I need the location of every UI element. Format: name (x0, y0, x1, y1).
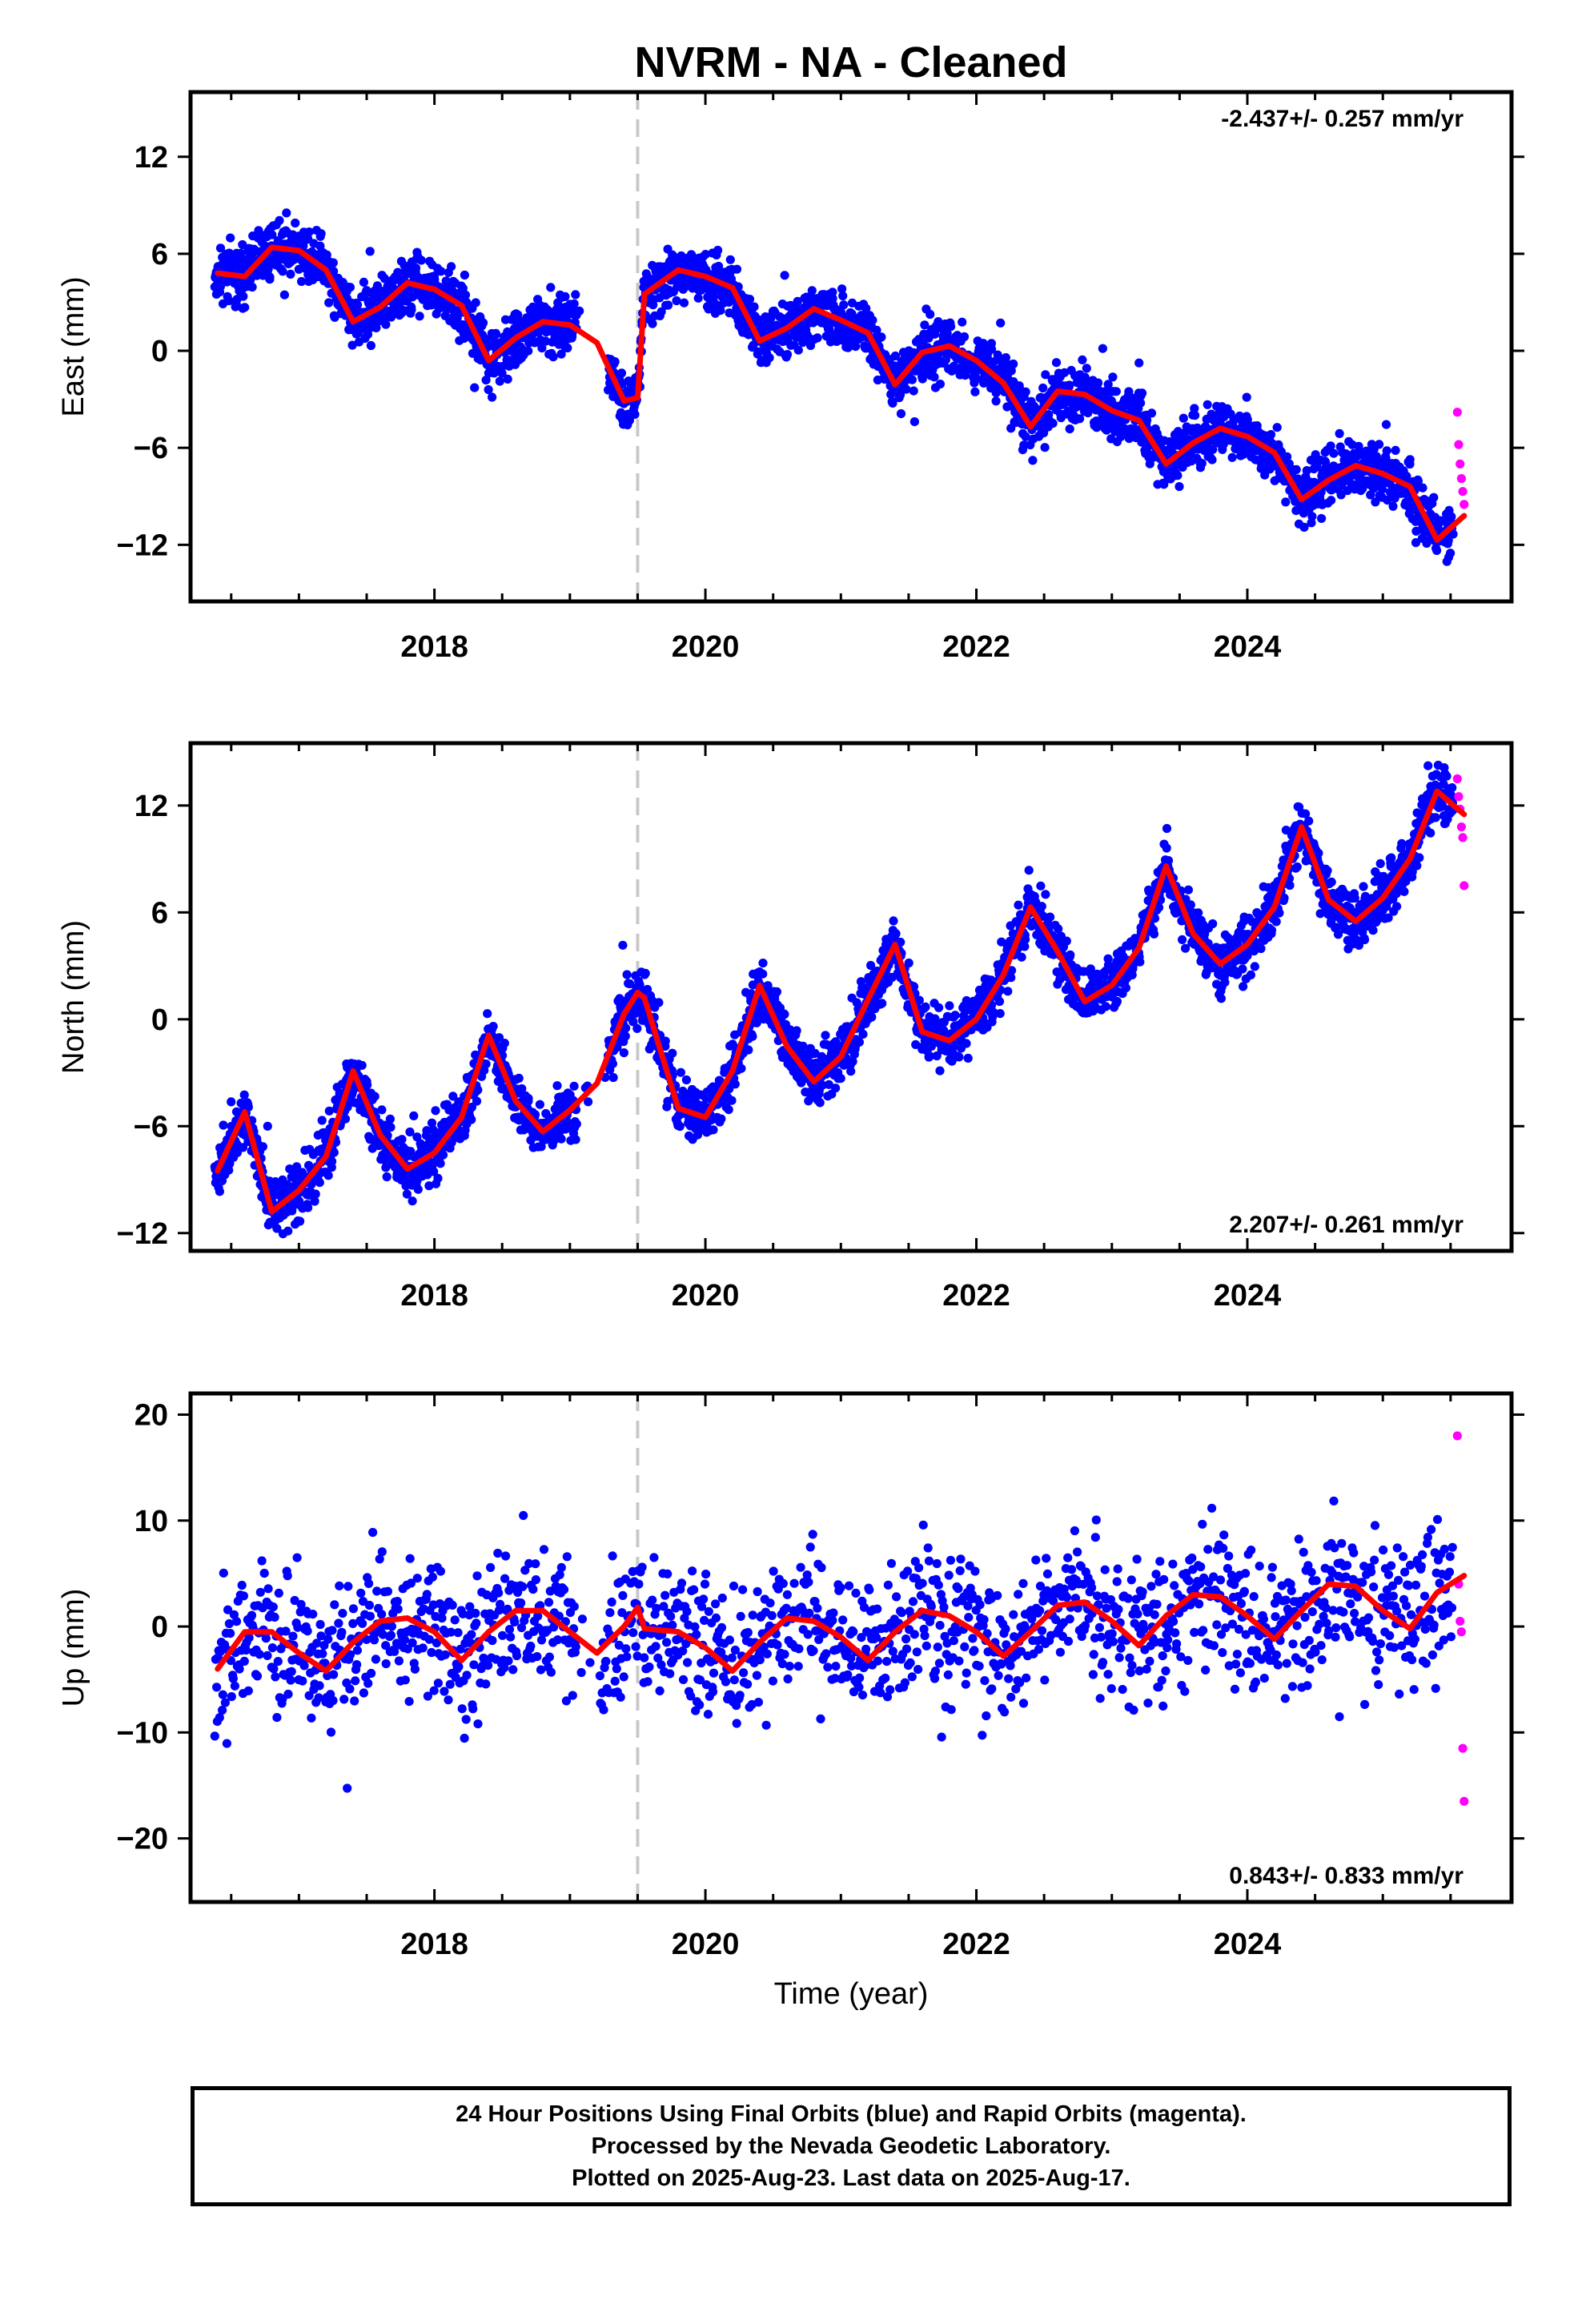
y-tick-label: 0 (151, 1003, 168, 1037)
rapid-orbit-point (1452, 1431, 1462, 1441)
y-tick-label: −12 (117, 1217, 168, 1251)
rapid-orbit-point (1458, 1743, 1468, 1753)
rapid-orbit-point (1460, 500, 1469, 509)
x-tick-label: 2024 (1214, 1928, 1282, 1961)
y-tick-label: 6 (151, 238, 168, 271)
final-orbits-points (210, 1496, 1457, 1793)
y-tick-label: −6 (134, 432, 168, 465)
x-axis-label: Time (year) (774, 1977, 929, 2011)
x-tick-label: 2022 (942, 630, 1010, 664)
rate-label: 2.207+/- 0.261 mm/yr (1229, 1212, 1464, 1238)
rapid-orbit-point (1456, 1616, 1465, 1626)
panel-north: 2018 2020 2022 2024 −12 −6 0 6 12 North (mm) 2.207… (57, 741, 1524, 1313)
rapid-orbit-point (1452, 408, 1462, 417)
x-tick-label: 2024 (1214, 630, 1282, 664)
rapid-orbit-point (1454, 792, 1464, 802)
footer-line-3: Plotted on 2025-Aug-23. Last data on 202… (572, 2165, 1130, 2191)
y-axis-label: East (mm) (57, 276, 90, 416)
y-axis-label: Up (mm) (57, 1589, 90, 1707)
rapid-orbit-point (1456, 473, 1466, 484)
y-tick-label: 12 (135, 141, 168, 175)
x-tick-label: 2018 (400, 1279, 468, 1313)
model-fit-line (215, 788, 1468, 1215)
y-tick-label: −6 (134, 1110, 168, 1144)
panels: 2018 2020 2022 2024 −12 −6 0 6 12 East (mm) -2.437… (57, 90, 1524, 1961)
panel-up: 2018 2020 2022 2024 −20 −10 0 10 20 Up (mm) 0.843+… (57, 1391, 1524, 1961)
y-tick-label: 0 (151, 1610, 168, 1644)
model-fit-line (215, 1573, 1468, 1675)
footer-line-1: 24 Hour Positions Using Final Orbits (bl… (456, 2101, 1247, 2127)
x-tick-label: 2020 (672, 1928, 740, 1961)
rapid-orbit-point (1454, 440, 1464, 449)
final-orbits-points (210, 760, 1458, 1239)
x-tick-label: 2022 (942, 1279, 1010, 1313)
rapid-orbit-point (1460, 881, 1469, 891)
y-tick-label: 20 (135, 1398, 168, 1432)
panel-frame (188, 741, 1514, 1253)
rapid-orbit-point (1458, 833, 1468, 842)
y-tick-label: −20 (117, 1823, 168, 1856)
chart-title: NVRM - NA - Cleaned (634, 38, 1067, 86)
panel-frame (188, 1391, 1514, 1904)
rapid-orbit-point (1460, 1796, 1469, 1806)
y-tick-label: 10 (135, 1505, 168, 1538)
footer-line-2: Processed by the Nevada Geodetic Laborat… (591, 2133, 1111, 2159)
final-orbits-points (210, 208, 1458, 566)
x-tick-label: 2022 (942, 1928, 1010, 1961)
x-tick-label: 2024 (1214, 1279, 1282, 1313)
y-tick-label: 0 (151, 335, 168, 368)
x-tick-label: 2020 (672, 1279, 740, 1313)
rapid-orbit-point (1456, 1627, 1466, 1637)
y-tick-label: −12 (117, 529, 168, 562)
x-tick-label: 2018 (400, 1928, 468, 1961)
rapid-orbit-point (1456, 822, 1466, 832)
model-fit-line (215, 244, 1468, 543)
rate-label: 0.843+/- 0.833 mm/yr (1229, 1863, 1464, 1889)
footer-box: 24 Hour Positions Using Final Orbits (bl… (191, 2086, 1512, 2206)
y-tick-label: 6 (151, 896, 168, 930)
y-tick-label: −10 (117, 1716, 168, 1750)
x-tick-label: 2020 (672, 630, 740, 664)
rate-label: -2.437+/- 0.257 mm/yr (1221, 106, 1464, 132)
panel-frame (188, 90, 1514, 604)
rapid-orbit-point (1456, 459, 1465, 468)
rapid-orbit-point (1452, 774, 1462, 784)
y-tick-label: 12 (135, 790, 168, 823)
x-tick-label: 2018 (400, 630, 468, 664)
panel-east: 2018 2020 2022 2024 −12 −6 0 6 12 East (mm) -2.437… (57, 90, 1524, 664)
y-axis-label: North (mm) (57, 920, 90, 1074)
rapid-orbit-point (1458, 487, 1468, 497)
